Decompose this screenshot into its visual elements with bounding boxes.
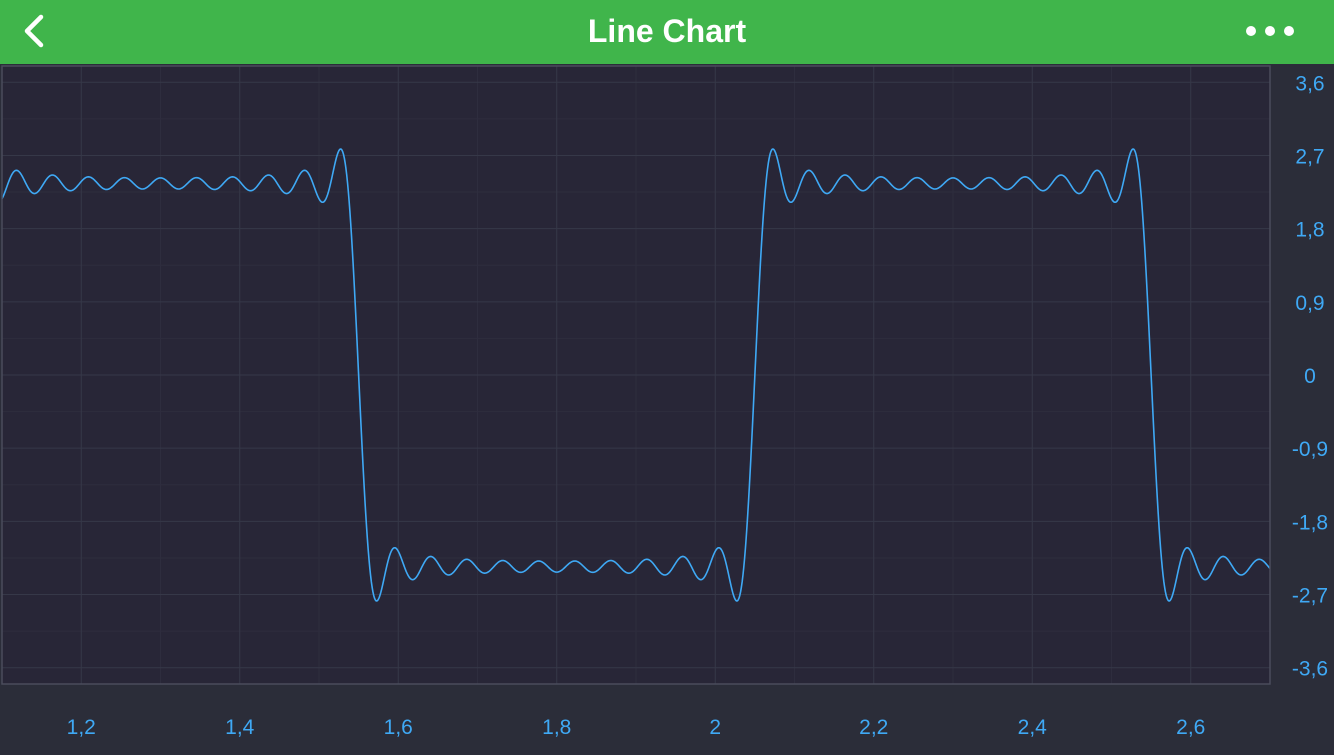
page-title: Line Chart [587,13,747,49]
x-tick-label: 2,6 [1176,716,1205,739]
y-tick-label: 1,8 [1295,219,1324,242]
chart-surface[interactable]: 3,6 2,7 1,8 0,9 0 -0,9 -1,8 -2,7 -3,6 1,2 1,4 1,6 1… [0,64,1334,750]
y-axis: 3,6 2,7 1,8 0,9 0 -0,9 -1,8 -2,7 -3,6 [1292,72,1328,680]
x-tick-label: 1,4 [225,716,255,739]
plot-border [1,65,1271,685]
x-tick-label: 2 [709,716,721,739]
grid-lines [2,66,1270,684]
series-line [1,148,1271,602]
x-tick-label: 2,2 [859,716,888,739]
back-button[interactable] [14,10,58,54]
y-tick-label: 3,6 [1295,72,1324,95]
y-tick-label: 2,7 [1295,145,1324,168]
y-tick-label: 0,9 [1295,292,1324,315]
y-tick-label: 0 [1304,365,1316,388]
x-tick-label: 1,8 [542,716,571,739]
y-tick-label: -0,9 [1292,438,1328,461]
x-tick-label: 1,6 [384,716,413,739]
y-tick-label: -1,8 [1292,511,1328,534]
line-chart[interactable]: 3,62,71,80,90-0,9-1,8-2,7-3,6 1,2 1,4 1,6 1… [0,64,1334,750]
more-button[interactable] [1236,12,1306,52]
x-tick-label: 1,2 [67,716,96,739]
y-tick-label: -2,7 [1292,585,1328,608]
x-tick-label: 2,4 [1018,716,1048,739]
navigation-bar: Line Chart [0,0,1334,64]
y-tick-label: -3,6 [1292,658,1328,681]
x-axis: 1,2 1,4 1,6 1,8 2 2,2 2,4 2,6 [67,716,1206,739]
chevron-left-icon [24,14,44,48]
more-horizontal-icon [1246,26,1294,36]
series-layer [1,148,1271,602]
